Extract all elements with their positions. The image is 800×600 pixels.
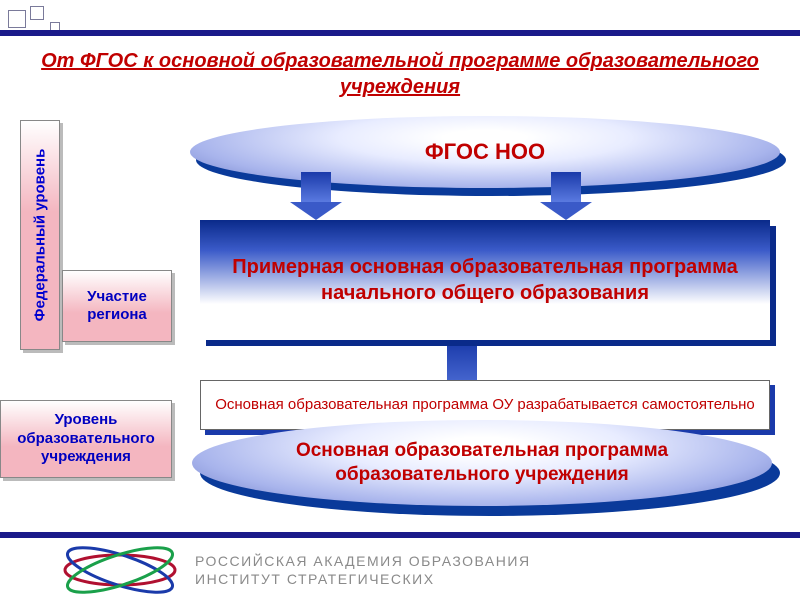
footer-line1: РОССИЙСКАЯ АКАДЕМИЯ ОБРАЗОВАНИЯ xyxy=(195,552,531,570)
flow-arrow xyxy=(290,172,342,220)
top-divider xyxy=(0,30,800,36)
logo-icon xyxy=(60,545,180,595)
institution-level-box: Уровень образовательного учреждения xyxy=(0,400,172,478)
region-box: Участие региона xyxy=(62,270,172,342)
bottom-ellipse: Основная образовательная программа образ… xyxy=(192,420,772,506)
federal-level-box: Федеральный уровень xyxy=(20,120,60,350)
sub-note-label: Основная образовательная программа ОУ ра… xyxy=(215,396,755,415)
federal-level-label: Федеральный уровень xyxy=(32,149,49,322)
bottom-ellipse-label: Основная образовательная программа образ… xyxy=(232,439,732,487)
footer: РОССИЙСКАЯ АКАДЕМИЯ ОБРАЗОВАНИЯ ИНСТИТУТ… xyxy=(0,540,800,600)
slide-title: От ФГОС к основной образовательной прогр… xyxy=(0,48,800,100)
main-program-label: Примерная основная образовательная прогр… xyxy=(220,254,750,306)
corner-decoration xyxy=(0,0,250,50)
flow-arrow xyxy=(540,172,592,220)
top-ellipse-label: ФГОС НОО xyxy=(425,139,545,165)
footer-divider xyxy=(0,532,800,538)
top-ellipse: ФГОС НОО xyxy=(190,116,780,188)
footer-org: РОССИЙСКАЯ АКАДЕМИЯ ОБРАЗОВАНИЯ ИНСТИТУТ… xyxy=(195,552,531,588)
footer-line2: ИНСТИТУТ СТРАТЕГИЧЕСКИХ xyxy=(195,570,531,588)
main-program-box: Примерная основная образовательная прогр… xyxy=(200,220,770,340)
